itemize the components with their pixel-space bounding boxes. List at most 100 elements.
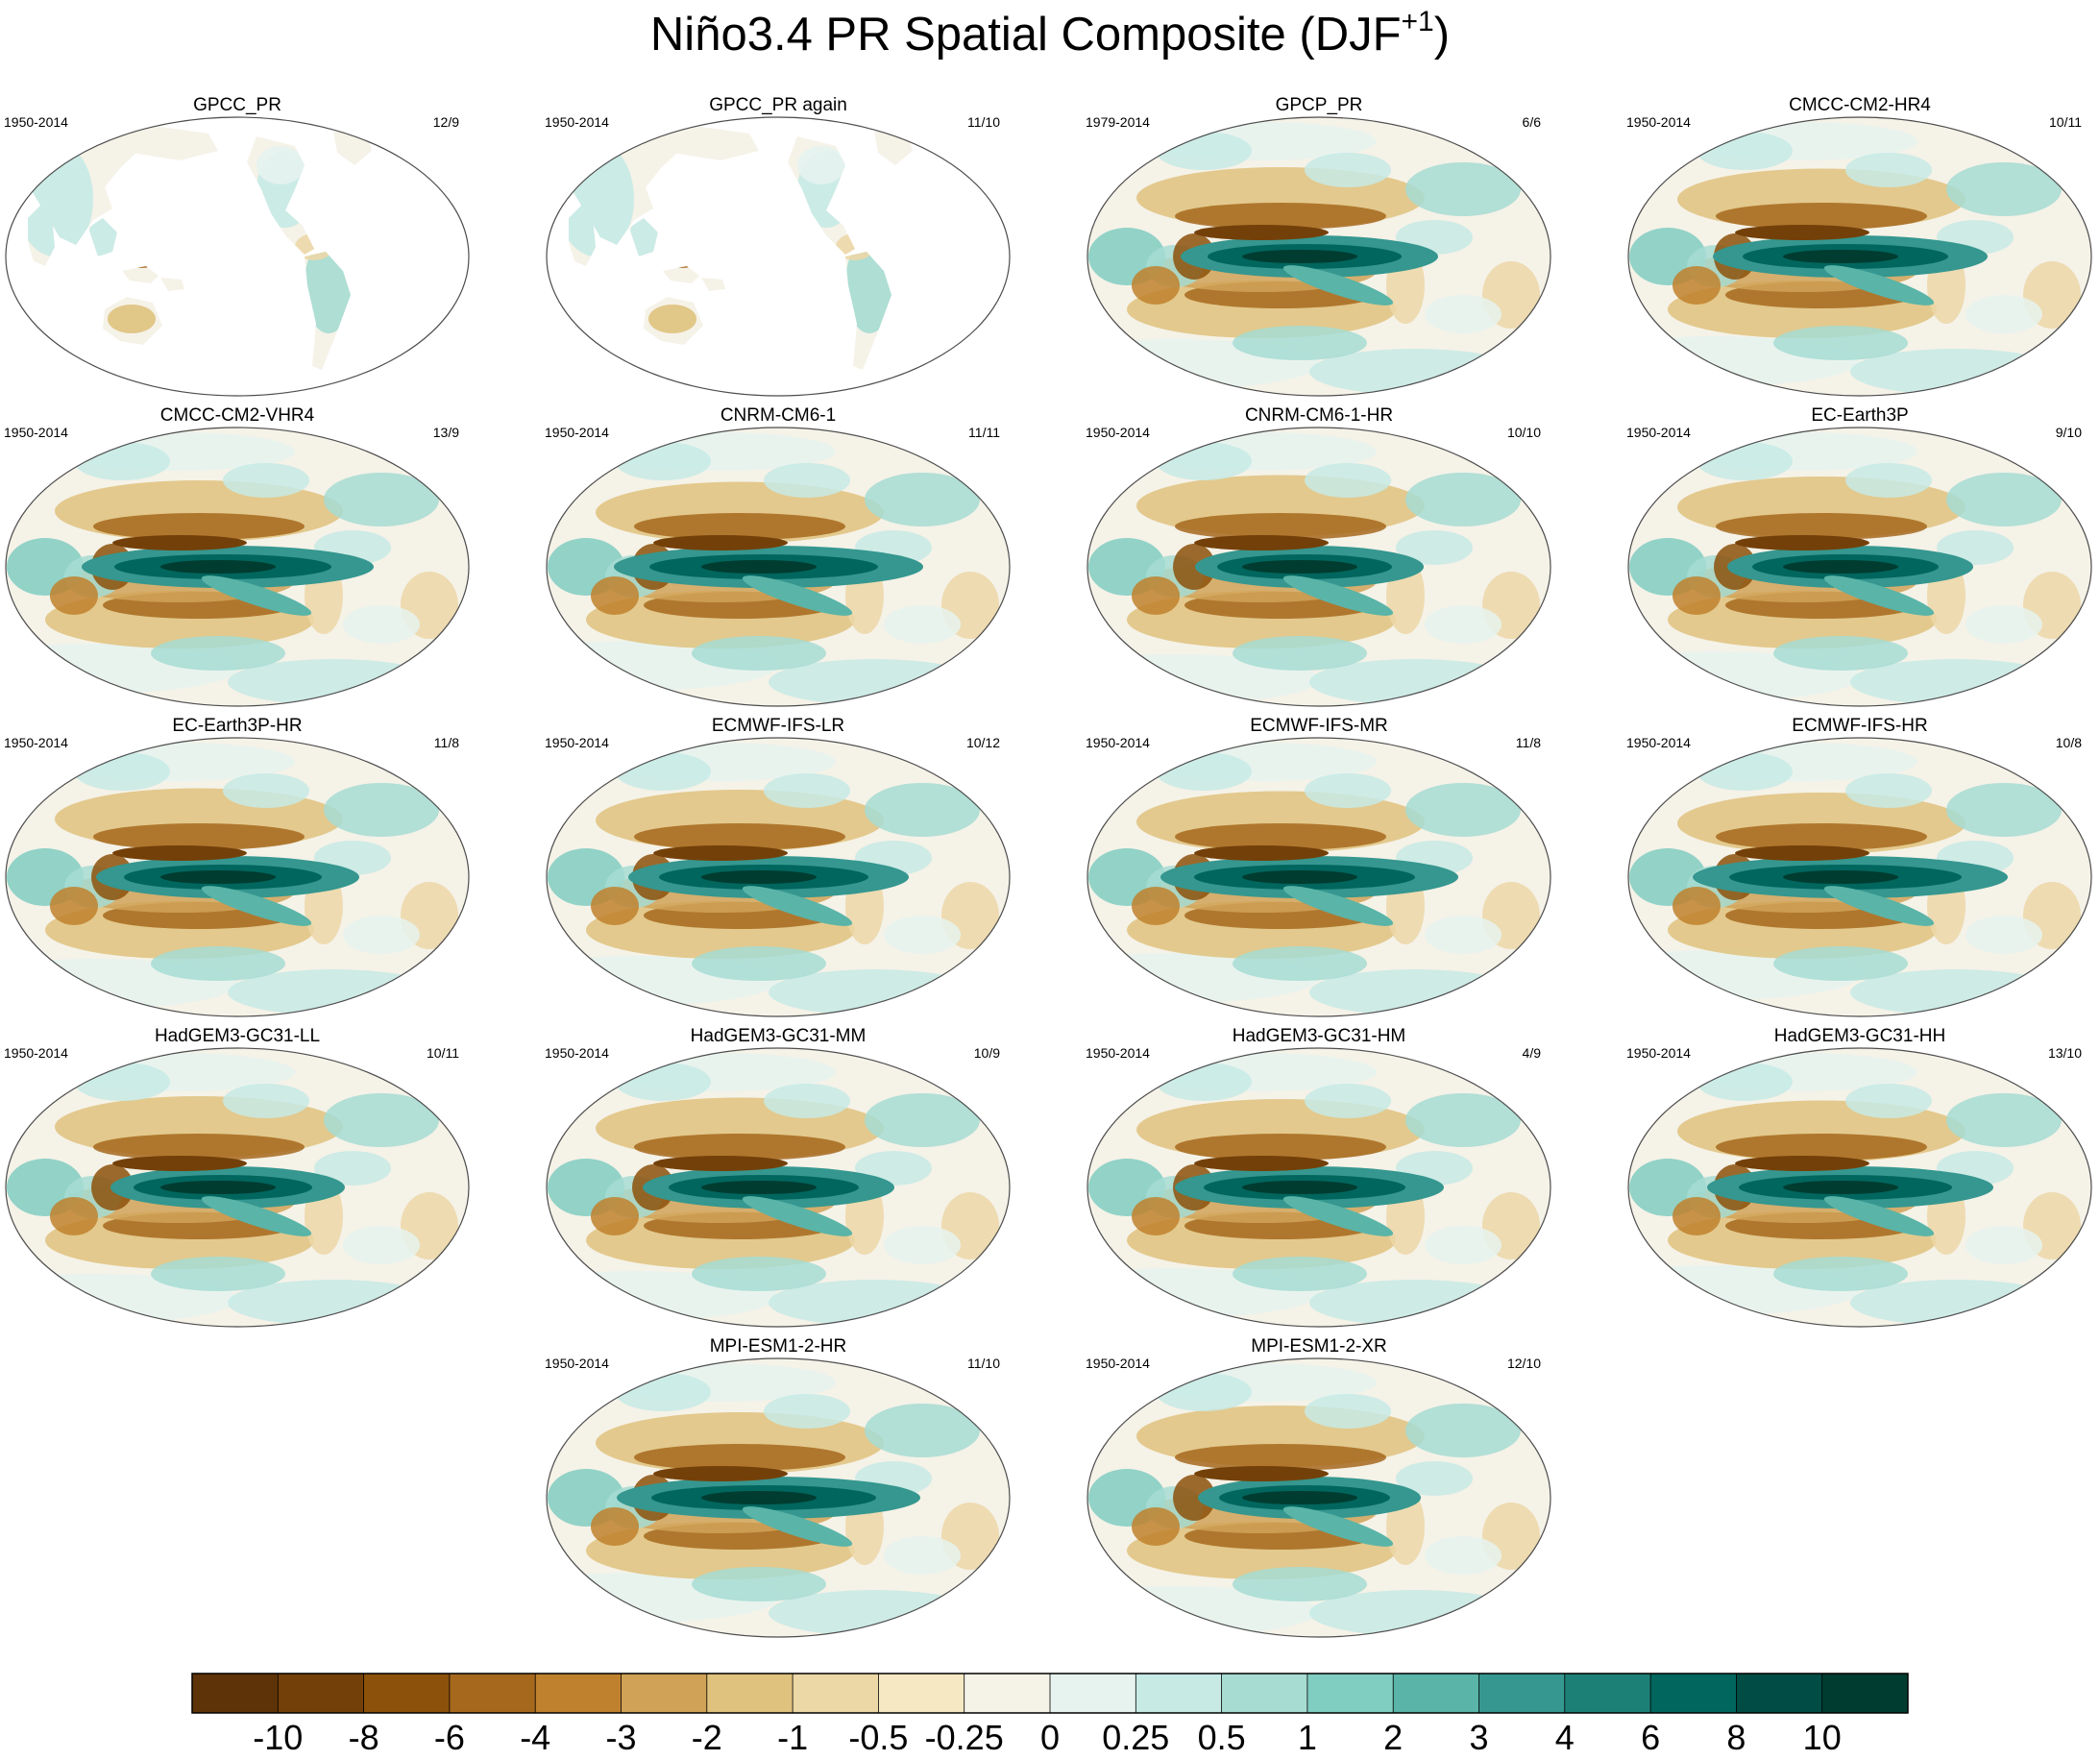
panel-period: 1950-2014 bbox=[1626, 425, 1691, 440]
panel-period: 1950-2014 bbox=[4, 114, 68, 130]
map-border bbox=[1627, 427, 2092, 707]
colorbar-swatch bbox=[964, 1674, 1051, 1713]
precip-field bbox=[547, 117, 1010, 396]
map-border bbox=[1087, 1047, 1551, 1328]
colorbar-swatch bbox=[1821, 1674, 1909, 1713]
colorbar-label: -4 bbox=[520, 1718, 550, 1757]
colorbar-label: -2 bbox=[692, 1718, 722, 1757]
map-border bbox=[1627, 1047, 2092, 1328]
panel-count: 10/8 bbox=[2056, 735, 2082, 750]
panel-title: HadGEM3-GC31-LL bbox=[155, 1026, 320, 1046]
map-border bbox=[5, 1047, 470, 1328]
precip-field bbox=[1087, 428, 1551, 706]
map-border bbox=[5, 116, 470, 397]
precip-field bbox=[1628, 117, 2091, 396]
colorbar-label: -10 bbox=[253, 1718, 303, 1757]
colorbar-label: 3 bbox=[1469, 1718, 1488, 1757]
map-border bbox=[5, 737, 470, 1017]
panel-title: CMCC-CM2-HR4 bbox=[1789, 95, 1931, 115]
colorbar-label: -6 bbox=[434, 1718, 465, 1757]
colorbar-swatch bbox=[1306, 1674, 1394, 1713]
colorbar-swatch bbox=[449, 1674, 536, 1713]
map-border bbox=[546, 116, 1011, 397]
precip-field bbox=[6, 428, 469, 706]
panel-period: 1950-2014 bbox=[4, 425, 68, 440]
panel-count: 11/10 bbox=[967, 1356, 1000, 1371]
panel-title: GPCC_PR bbox=[193, 95, 281, 115]
panel-title: HadGEM3-GC31-HH bbox=[1774, 1026, 1945, 1046]
panel-count: 13/9 bbox=[433, 425, 459, 440]
precip-field bbox=[1087, 117, 1551, 396]
panel-count: 11/10 bbox=[967, 114, 1000, 130]
colorbar-label: 2 bbox=[1383, 1718, 1403, 1757]
precip-field bbox=[6, 738, 469, 1016]
precip-field bbox=[1628, 738, 2091, 1016]
map-panel: EC-Earth3P 1950-2014 9/10 bbox=[1626, 405, 2092, 707]
panel-count: 11/8 bbox=[1516, 735, 1541, 750]
panel-title: EC-Earth3P-HR bbox=[172, 716, 302, 736]
colorbar-swatch bbox=[793, 1674, 879, 1713]
panel-count: 12/10 bbox=[1507, 1356, 1541, 1371]
panel-title: ECMWF-IFS-MR bbox=[1250, 716, 1388, 736]
panel-title: ECMWF-IFS-HR bbox=[1792, 716, 1927, 736]
precip-field bbox=[6, 1048, 469, 1327]
colorbar-swatch bbox=[192, 1674, 279, 1713]
panel-period: 1950-2014 bbox=[1626, 114, 1691, 130]
panel-title: MPI-ESM1-2-XR bbox=[1251, 1336, 1386, 1357]
map-panel: GPCC_PR again 1950-2014 11/10 bbox=[545, 95, 1011, 397]
colorbar-label: 1 bbox=[1298, 1718, 1317, 1757]
panel-title: CMCC-CM2-VHR4 bbox=[160, 405, 315, 426]
panel-title: HadGEM3-GC31-MM bbox=[691, 1026, 867, 1046]
panel-count: 11/11 bbox=[968, 425, 1000, 440]
colorbar-swatch bbox=[1564, 1674, 1651, 1713]
precip-field bbox=[547, 738, 1010, 1016]
figure-title: Niño3.4 PR Spatial Composite (DJF+1) bbox=[650, 6, 1450, 61]
map-border bbox=[546, 1357, 1011, 1638]
colorbar-swatch bbox=[363, 1674, 451, 1713]
colorbar-swatch bbox=[278, 1674, 365, 1713]
panel-period: 1979-2014 bbox=[1086, 114, 1150, 130]
map-panel: HadGEM3-GC31-HM 1950-2014 4/9 bbox=[1086, 1026, 1551, 1328]
map-panel: HadGEM3-GC31-LL 1950-2014 10/11 bbox=[4, 1026, 470, 1328]
colorbar-label: -0.25 bbox=[925, 1718, 1004, 1757]
panel-count: 10/9 bbox=[974, 1045, 1000, 1061]
map-border bbox=[1087, 1357, 1551, 1638]
colorbar-label: 0.25 bbox=[1102, 1718, 1169, 1757]
map-border bbox=[546, 1047, 1011, 1328]
panel-period: 1950-2014 bbox=[4, 1045, 68, 1061]
panel-period: 1950-2014 bbox=[545, 1045, 609, 1061]
colorbar-label: 8 bbox=[1726, 1718, 1746, 1757]
map-border bbox=[5, 427, 470, 707]
map-panel: GPCP_PR 1979-2014 6/6 bbox=[1086, 95, 1551, 397]
map-panel: CNRM-CM6-1-HR 1950-2014 10/10 bbox=[1086, 405, 1551, 707]
map-panel: CMCC-CM2-HR4 1950-2014 10/11 bbox=[1626, 95, 2092, 397]
panel-period: 1950-2014 bbox=[1086, 1356, 1150, 1371]
colorbar-swatch bbox=[706, 1674, 794, 1713]
colorbar-swatch bbox=[1050, 1674, 1136, 1713]
precip-field bbox=[1087, 1048, 1551, 1327]
colorbar-swatch bbox=[1650, 1674, 1737, 1713]
map-panel: ECMWF-IFS-LR 1950-2014 10/12 bbox=[545, 716, 1011, 1017]
precip-field bbox=[1087, 738, 1551, 1016]
map-panel: HadGEM3-GC31-MM 1950-2014 10/9 bbox=[545, 1026, 1011, 1328]
colorbar-swatch bbox=[1393, 1674, 1479, 1713]
colorbar-swatch bbox=[1736, 1674, 1823, 1713]
map-panel: MPI-ESM1-2-HR 1950-2014 11/10 bbox=[545, 1336, 1011, 1638]
map-panel: GPCC_PR 1950-2014 12/9 bbox=[4, 95, 470, 397]
panel-count: 6/6 bbox=[1523, 114, 1542, 130]
colorbar-swatch bbox=[621, 1674, 708, 1713]
colorbar-label: -8 bbox=[349, 1718, 379, 1757]
panel-title: EC-Earth3P bbox=[1811, 405, 1908, 426]
panel-count: 11/8 bbox=[434, 735, 459, 750]
map-panel: HadGEM3-GC31-HH 1950-2014 13/10 bbox=[1626, 1026, 2092, 1328]
panel-period: 1950-2014 bbox=[545, 114, 609, 130]
panel-title: ECMWF-IFS-LR bbox=[712, 716, 844, 736]
map-border bbox=[546, 427, 1011, 707]
colorbar-swatch bbox=[878, 1674, 965, 1713]
precip-field bbox=[547, 428, 1010, 706]
colorbar-label: -3 bbox=[605, 1718, 636, 1757]
panel-count: 13/10 bbox=[2048, 1045, 2082, 1061]
panel-period: 1950-2014 bbox=[545, 1356, 609, 1371]
panel-title: MPI-ESM1-2-HR bbox=[710, 1336, 847, 1357]
map-panel: MPI-ESM1-2-XR 1950-2014 12/10 bbox=[1086, 1336, 1551, 1638]
